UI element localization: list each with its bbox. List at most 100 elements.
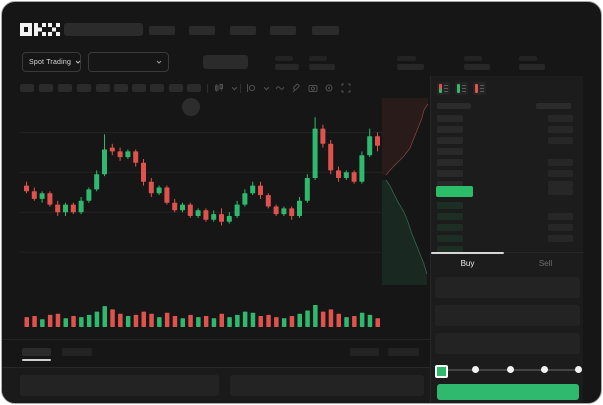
volume-bar	[250, 312, 256, 327]
stat-label-placeholder	[464, 56, 482, 61]
orderbook-price-placeholder[interactable]	[437, 213, 463, 220]
orderbook-amount-placeholder[interactable]	[548, 170, 573, 177]
settings-icon[interactable]	[323, 82, 335, 94]
stat-value-placeholder	[275, 64, 299, 70]
slider-handle[interactable]	[435, 365, 448, 378]
orderbook-price-placeholder[interactable]	[437, 202, 463, 209]
orders-tab-active[interactable]	[22, 348, 51, 356]
slider-step-dot[interactable]	[541, 366, 548, 373]
orderbook-price-placeholder[interactable]	[437, 246, 463, 253]
fullscreen-icon[interactable]	[340, 82, 352, 94]
candle-body	[133, 151, 139, 163]
timeframe-button[interactable]	[20, 84, 34, 92]
total-input-placeholder[interactable]	[435, 333, 580, 354]
candle-body	[304, 178, 310, 201]
candle-body	[226, 216, 232, 222]
orderbook-price-placeholder[interactable]	[437, 137, 463, 144]
indicator-icon[interactable]	[245, 82, 257, 94]
nav-item-placeholder[interactable]	[312, 26, 339, 35]
orderbook-price-placeholder[interactable]	[437, 235, 463, 242]
timeframe-button[interactable]	[77, 84, 91, 92]
timeframe-button[interactable]	[58, 84, 72, 92]
pair-selector-dropdown[interactable]	[88, 52, 169, 72]
order-panel: Buy Sell	[430, 76, 584, 403]
chevron-down-icon	[156, 60, 162, 64]
chevron-down-icon[interactable]	[260, 82, 272, 94]
tab-buy[interactable]: Buy	[460, 259, 475, 268]
orderbook-price-placeholder[interactable]	[437, 181, 463, 188]
nav-item-placeholder[interactable]	[189, 26, 215, 35]
volume-bar	[110, 309, 115, 327]
toolbar-divider	[207, 84, 208, 93]
orderbook-combined-icon[interactable]	[437, 82, 450, 95]
active-tab-underline	[22, 359, 51, 361]
orderbook-amount-placeholder[interactable]	[548, 224, 573, 231]
orderbook-amount-placeholder[interactable]	[548, 137, 573, 144]
amount-input-placeholder[interactable]	[435, 305, 580, 326]
nav-item-placeholder[interactable]	[149, 26, 175, 35]
candlestick-chart[interactable]	[20, 98, 382, 330]
candle-body	[234, 204, 240, 216]
volume-bar	[289, 316, 295, 327]
orderbook-amount-placeholder[interactable]	[548, 188, 573, 195]
orders-action-placeholder[interactable]	[350, 348, 379, 356]
orderbook-amount-placeholder[interactable]	[548, 181, 573, 188]
search-input[interactable]	[64, 23, 143, 36]
price-input-placeholder[interactable]	[435, 277, 580, 298]
orderbook-amount-placeholder[interactable]	[548, 159, 573, 166]
trading-mode-dropdown[interactable]: Spot Trading	[22, 52, 81, 72]
orders-tab[interactable]	[62, 348, 92, 356]
timeframe-button[interactable]	[169, 84, 183, 92]
candle-body	[328, 143, 334, 171]
volume-bar	[94, 311, 100, 327]
timeframe-button[interactable]	[187, 84, 201, 92]
slider-step-dot[interactable]	[472, 366, 479, 373]
volume-bar	[227, 317, 232, 327]
orderbook-price-placeholder[interactable]	[437, 170, 463, 177]
timeframe-button[interactable]	[114, 84, 128, 92]
orderbook-bids-icon[interactable]	[455, 82, 468, 95]
candle-body	[359, 155, 365, 182]
candle-body	[250, 185, 256, 194]
candle-body	[211, 214, 217, 220]
volume-bar	[180, 318, 185, 327]
last-price-highlight[interactable]	[436, 186, 473, 197]
chevron-down-icon[interactable]	[228, 82, 240, 94]
candle-style-icon[interactable]	[213, 82, 225, 94]
candle-body	[258, 185, 263, 196]
draw-icon[interactable]	[291, 82, 303, 94]
timeframe-button[interactable]	[150, 84, 164, 92]
orderbook-amount-placeholder[interactable]	[548, 126, 573, 133]
orders-action-placeholder[interactable]	[388, 348, 419, 356]
slider-step-dot[interactable]	[507, 366, 514, 373]
orderbook-price-placeholder[interactable]	[437, 224, 463, 231]
orderbook-price-placeholder[interactable]	[437, 148, 463, 155]
timeframe-button[interactable]	[96, 84, 110, 92]
candle-body	[281, 208, 287, 215]
nav-item-placeholder[interactable]	[230, 26, 256, 35]
candle-body	[141, 162, 146, 182]
buy-submit-button[interactable]	[437, 384, 579, 400]
candle-body	[273, 206, 279, 215]
timeframe-button[interactable]	[132, 84, 146, 92]
orderbook-amount-placeholder[interactable]	[548, 235, 573, 242]
tab-sell[interactable]: Sell	[538, 259, 553, 268]
nav-item-placeholder[interactable]	[270, 26, 296, 35]
orderbook-amount-placeholder[interactable]	[548, 213, 573, 220]
camera-icon[interactable]	[307, 82, 319, 94]
volume-bar	[258, 316, 263, 327]
orderbook-price-placeholder[interactable]	[437, 126, 463, 133]
depth-chart[interactable]	[382, 98, 430, 294]
volume-bar	[235, 314, 240, 327]
timeframe-button[interactable]	[39, 84, 53, 92]
okx-logo[interactable]	[20, 23, 60, 36]
orderbook-price-placeholder[interactable]	[437, 115, 463, 122]
volume-bar	[86, 314, 92, 327]
candle-body	[63, 204, 68, 213]
candle-body	[148, 181, 154, 194]
orderbook-price-placeholder[interactable]	[437, 159, 463, 166]
orderbook-asks-icon[interactable]	[473, 82, 486, 95]
slider-step-dot[interactable]	[575, 366, 582, 373]
orderbook-amount-placeholder[interactable]	[548, 115, 573, 122]
line-tool-icon[interactable]	[274, 82, 286, 94]
